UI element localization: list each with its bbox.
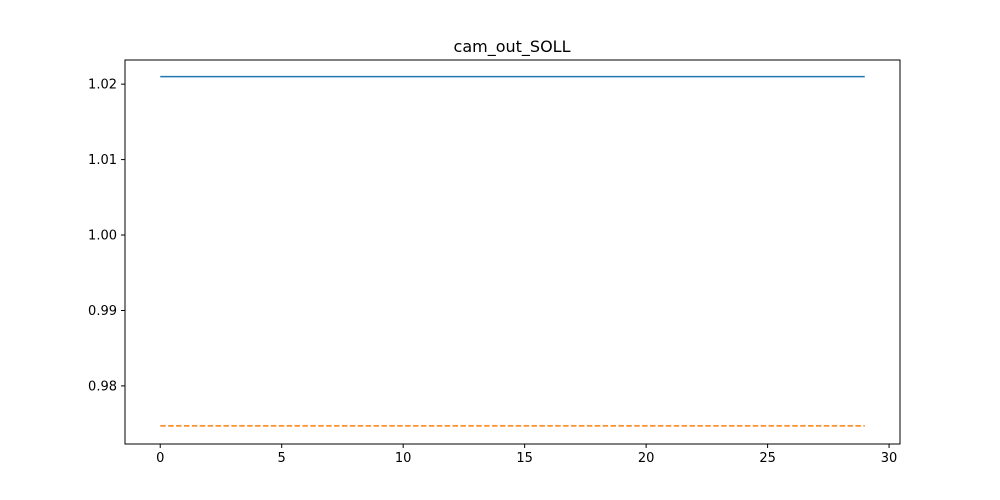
x-tick-label: 25	[759, 451, 776, 466]
chart-title: cam_out_SOLL	[454, 37, 571, 57]
y-tick-label: 1.02	[88, 78, 117, 93]
x-tick-label: 10	[395, 451, 412, 466]
x-tick-label: 15	[516, 451, 533, 466]
y-tick-label: 1.00	[88, 229, 117, 244]
y-tick-label: 1.01	[88, 153, 117, 168]
y-tick-label: 0.99	[88, 304, 117, 319]
y-tick-label: 0.98	[88, 379, 117, 394]
x-tick-label: 5	[278, 451, 286, 466]
x-tick-label: 0	[156, 451, 164, 466]
plot-area: 0 5 10 15 20 25 30 0.98 0.99 1.00 1.01 1.02	[88, 59, 901, 466]
x-tick-label: 30	[881, 451, 898, 466]
axes-frame	[124, 59, 901, 445]
x-tick-label: 20	[638, 451, 655, 466]
